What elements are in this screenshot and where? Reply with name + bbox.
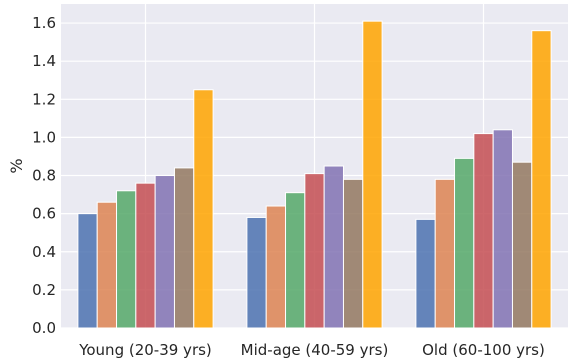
bar: [285, 192, 306, 329]
y-tick-label: 0.2: [32, 281, 56, 299]
bar: [473, 133, 494, 329]
bar: [154, 175, 175, 329]
bar: [173, 167, 195, 329]
x-tick-labels: Young (20-39 yrs) Mid-age (40-59 yrs) Old …: [78, 341, 545, 359]
y-tick-label: 1.2: [32, 90, 56, 108]
bar: [342, 178, 364, 329]
y-tick-label: 0.0: [32, 319, 56, 337]
bar: [511, 161, 533, 329]
y-tick-label: 1.4: [32, 52, 56, 70]
bar: [265, 205, 287, 329]
bar: [362, 20, 383, 329]
bar: [531, 30, 552, 329]
bar: [323, 165, 344, 329]
bar: [135, 182, 156, 329]
bar: [77, 213, 98, 329]
bars: [77, 20, 552, 329]
x-tick-label: Mid-age (40-59 yrs): [241, 341, 389, 359]
y-tick-label: 1.0: [32, 128, 56, 146]
y-tick-label: 0.6: [32, 205, 56, 223]
bar: [246, 216, 267, 329]
y-axis-label: %: [7, 158, 26, 173]
y-tick-label: 0.8: [32, 167, 56, 185]
bar: [96, 201, 118, 329]
bar: [415, 218, 436, 329]
bar: [434, 178, 456, 329]
x-tick-label: Old (60-100 yrs): [422, 341, 545, 359]
bar: [454, 157, 475, 329]
bar: [116, 190, 137, 329]
bar: [193, 89, 214, 329]
x-tick-label: Young (20-39 yrs): [78, 341, 212, 359]
y-tick-label: 0.4: [32, 243, 56, 261]
y-tick-label: 1.6: [32, 14, 56, 32]
y-tick-labels: 0.0 0.2 0.4 0.6 0.8 1.0 1.2 1.4 1.6: [32, 14, 56, 337]
bar: [304, 173, 325, 329]
bar: [492, 129, 513, 329]
